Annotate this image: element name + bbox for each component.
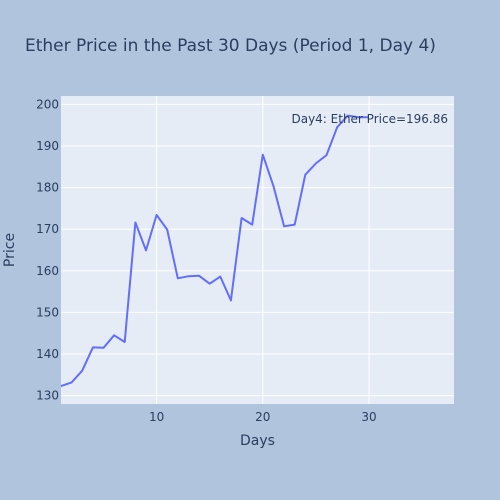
y-tick-label: 130 [36,389,59,403]
tick-layer: 130 140 150 160 170 180 190 200 10 20 30 [36,97,377,424]
y-tick-label: 180 [36,181,59,195]
series-line [60,114,369,388]
x-axis-title: Days [240,433,275,449]
series-layer [60,114,369,388]
y-tick-label: 200 [36,97,59,111]
x-tick-label: 10 [149,410,164,424]
y-tick-label: 170 [36,222,59,236]
y-axis-title: Price [2,233,18,267]
y-tick-label: 140 [36,347,59,361]
chart-title: Ether Price in the Past 30 Days (Period … [25,36,436,56]
y-tick-label: 190 [36,139,59,153]
x-tick-label: 20 [255,410,270,424]
y-tick-label: 160 [36,264,59,278]
hover-annotation: Day4: Ether Price=196.86 [291,112,448,126]
x-tick-label: 30 [361,410,376,424]
y-tick-label: 150 [36,305,59,319]
plot-background [61,96,454,404]
